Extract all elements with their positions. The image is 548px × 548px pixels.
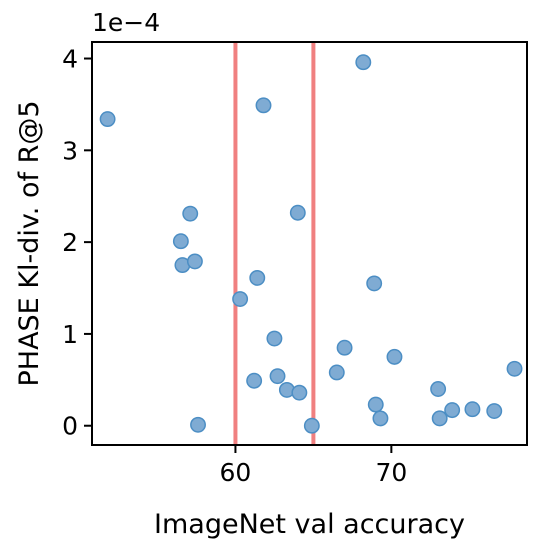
y-axis-offset-label: 1e−4 — [92, 8, 160, 37]
data-point-3 — [182, 205, 199, 222]
data-point-4 — [186, 253, 203, 270]
x-tick-label-0: 60 — [220, 458, 252, 487]
data-point-22 — [386, 348, 403, 365]
data-point-10 — [266, 330, 283, 347]
data-point-11 — [269, 368, 286, 385]
y-tick-label-3: 3 — [62, 136, 78, 165]
data-point-9 — [255, 97, 272, 114]
data-point-27 — [486, 403, 503, 419]
data-point-21 — [372, 410, 389, 427]
data-point-5 — [190, 416, 206, 433]
data-point-17 — [336, 339, 353, 356]
reference-lines — [233, 42, 316, 445]
data-point-13 — [289, 204, 306, 221]
x-tick-label-1: 70 — [375, 458, 407, 487]
data-point-24 — [431, 410, 448, 427]
data-point-26 — [464, 401, 481, 418]
data-point-8 — [249, 269, 266, 286]
data-point-16 — [328, 364, 345, 381]
data-point-18 — [355, 54, 372, 71]
y-axis-label: PHASE Kl-div. of R@5 — [14, 100, 45, 386]
data-point-28 — [506, 360, 523, 377]
y-axis-ticks: 0 1 2 3 4 — [62, 45, 92, 441]
data-point-23 — [430, 381, 447, 397]
data-point-1 — [172, 233, 189, 250]
data-point-25 — [444, 402, 461, 419]
data-point-20 — [367, 396, 384, 413]
data-points — [99, 54, 523, 434]
y-tick-label-4: 4 — [62, 45, 78, 74]
y-tick-label-1: 1 — [62, 320, 78, 349]
data-point-15 — [303, 417, 320, 434]
y-tick-label-2: 2 — [62, 228, 78, 257]
data-point-0 — [99, 111, 116, 128]
plot-frame — [91, 41, 528, 446]
data-point-7 — [246, 372, 263, 389]
y-tick-label-0: 0 — [62, 412, 78, 441]
data-point-14 — [291, 384, 308, 401]
x-axis-label: ImageNet val accuracy — [154, 509, 465, 540]
x-axis-ticks: 60 70 — [220, 445, 407, 487]
data-point-19 — [366, 275, 383, 292]
data-point-6 — [232, 291, 249, 307]
